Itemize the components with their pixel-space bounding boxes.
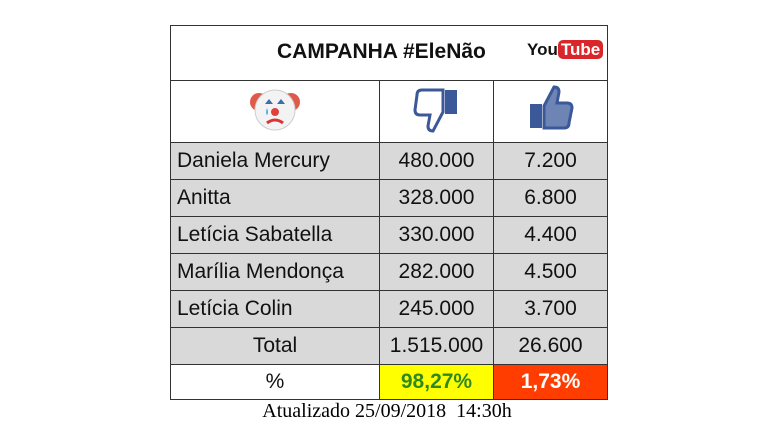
row: Daniela Mercury 480.000 7.200 (170, 142, 608, 180)
clown-icon (250, 89, 300, 130)
title-cell: CAMPANHA #EleNão You Tube (170, 25, 608, 81)
logo-you: You (527, 40, 558, 59)
total-row: Total 1.515.000 26.600 (170, 327, 608, 365)
row: Marília Mendonça 282.000 4.500 (170, 253, 608, 291)
value-cell: 1,73% (493, 364, 608, 400)
value-cell: 3.700 (493, 290, 608, 328)
row: Anitta 328.000 6.800 (170, 179, 608, 217)
title: CAMPANHA #EleNão (277, 40, 486, 63)
value-cell: 282.000 (379, 253, 494, 291)
label-cell: Anitta (170, 179, 380, 217)
value-cell: 328.000 (379, 179, 494, 217)
value-cell: 4.400 (493, 216, 608, 254)
icon-cell (379, 80, 494, 143)
value-cell: 6.800 (493, 179, 608, 217)
label-cell: Total (170, 327, 380, 365)
value-cell: 98,27% (379, 364, 494, 400)
table: CAMPANHA #EleNão You Tube (170, 25, 608, 400)
percent-row: % 98,27% 1,73% (170, 364, 608, 400)
value-cell: 1.515.000 (379, 327, 494, 365)
label-cell: % (170, 364, 380, 400)
value-cell: 480.000 (379, 142, 494, 180)
label-cell: Marília Mendonça (170, 253, 380, 291)
footer: Atualizado 25/09/2018 14:30h (262, 400, 512, 422)
value-cell: 4.500 (493, 253, 608, 291)
logo-tube: Tube (557, 40, 604, 59)
logo: You Tube (527, 40, 604, 60)
row: Letícia Colin 245.000 3.700 (170, 290, 608, 328)
thumbs-up-icon (529, 84, 574, 129)
label-cell: Daniela Mercury (170, 142, 380, 180)
value-cell: 245.000 (379, 290, 494, 328)
label-cell: Letícia Sabatella (170, 216, 380, 254)
value-cell: 330.000 (379, 216, 494, 254)
label-cell: Letícia Colin (170, 290, 380, 328)
value-cell: 7.200 (493, 142, 608, 180)
icon-cell (170, 80, 380, 143)
value-cell: 26.600 (493, 327, 608, 365)
icon-cell (493, 80, 608, 143)
row: Letícia Sabatella 330.000 4.400 (170, 216, 608, 254)
thumbs-down-icon (412, 88, 457, 133)
